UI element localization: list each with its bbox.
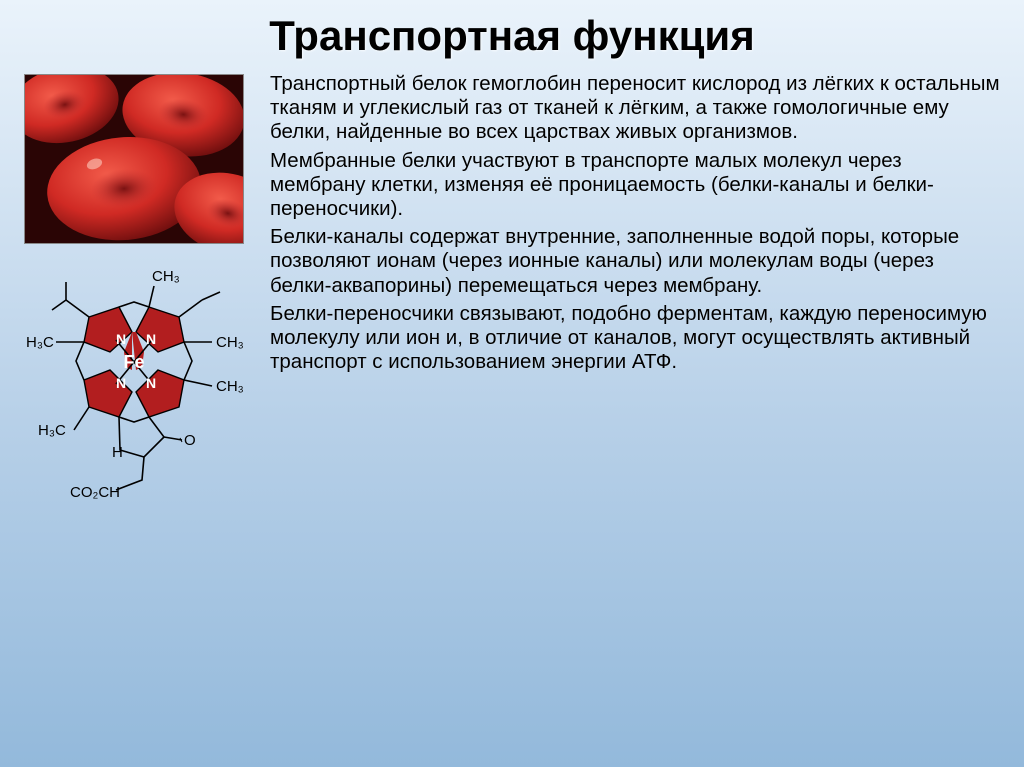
paragraph-1: Транспортный белок гемоглобин переносит …	[270, 72, 1000, 145]
figures-column: Fe N N N N CH₃ CH₃ CH₃ H₃C H₃C H O CO₂CH	[24, 68, 254, 512]
heme-o-label: O	[184, 432, 196, 449]
paragraph-2: Мембранные белки участвуют в транспорте …	[270, 149, 1000, 222]
svg-text:N: N	[116, 375, 126, 391]
heme-h3c-label: H₃C	[26, 334, 54, 351]
content-row: Fe N N N N CH₃ CH₃ CH₃ H₃C H₃C H O CO₂CH…	[0, 68, 1024, 512]
red-blood-cells-figure	[24, 74, 244, 244]
heme-co2ch-label: CO₂CH	[70, 484, 120, 501]
heme-ch3-label: CH₃	[152, 268, 180, 285]
heme-ch3-label: CH₃	[216, 378, 244, 395]
heme-h-label: H	[112, 444, 123, 461]
heme-ch3-label: CH₃	[216, 334, 244, 351]
text-column: Транспортный белок гемоглобин переносит …	[254, 68, 1000, 512]
heme-h3c-label: H₃C	[38, 422, 66, 439]
heme-structure-figure: Fe N N N N CH₃ CH₃ CH₃ H₃C H₃C H O CO₂CH	[24, 262, 244, 512]
paragraph-4: Белки-переносчики связывают, подобно фер…	[270, 302, 1000, 375]
svg-text:N: N	[146, 375, 156, 391]
svg-text:N: N	[146, 331, 156, 347]
heme-fe-label: Fe	[123, 352, 144, 372]
svg-text:N: N	[116, 331, 126, 347]
paragraph-3: Белки-каналы содержат внутренние, заполн…	[270, 225, 1000, 298]
page-title: Транспортная функция	[0, 0, 1024, 68]
